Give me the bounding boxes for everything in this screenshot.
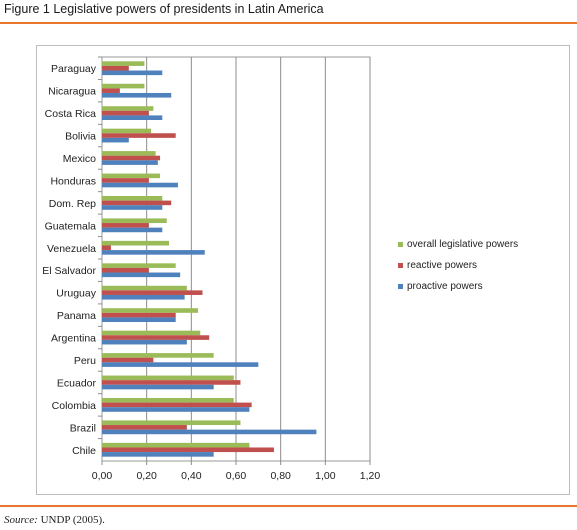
bar-chart: 0,00 0,20 0,40 0,60 0,80 1,00 1,20 Paraguay Nica…: [42, 56, 518, 482]
category-label: Costa Rica: [45, 108, 97, 120]
bar: [102, 178, 149, 183]
source-note: Source: UNDP (2005).: [4, 514, 105, 526]
bar: [102, 65, 129, 71]
bar: [102, 205, 163, 210]
bar: [102, 285, 187, 291]
bar: [102, 61, 145, 66]
bar: [102, 240, 169, 246]
category-label: Dom. Rep: [49, 198, 96, 210]
bar: [102, 151, 156, 156]
bar: [102, 447, 274, 453]
bar: [102, 397, 234, 403]
x-tick-label: 0,00: [92, 470, 113, 482]
bar: [102, 339, 187, 345]
top-rule: [0, 22, 577, 24]
x-tick-label: 1,20: [360, 470, 381, 482]
category-label: El Salvador: [42, 265, 96, 277]
bar: [102, 173, 161, 179]
legend-swatch: [398, 284, 403, 289]
bar: [102, 308, 199, 313]
category-label: Honduras: [50, 175, 96, 187]
bar: [102, 384, 214, 390]
x-tick-label: 1,00: [315, 470, 336, 482]
bar: [102, 88, 120, 93]
bar: [102, 200, 172, 206]
category-label: Panama: [57, 310, 96, 322]
figure-title: Figure 1 Legislative powers of president…: [4, 2, 324, 16]
category-label: Guatemala: [45, 220, 97, 232]
x-tick-label: 0,20: [136, 470, 157, 482]
legend-label: reactive powers: [407, 260, 477, 271]
bar: [102, 218, 167, 224]
bar: [102, 375, 234, 381]
bar: [102, 195, 163, 201]
bar: [102, 425, 187, 430]
category-label: Brazil: [70, 422, 96, 434]
bar: [102, 362, 259, 367]
bar: [102, 357, 154, 363]
x-tick-label: 0,80: [270, 470, 291, 482]
bar: [102, 353, 214, 358]
category-label: Uruguay: [56, 288, 96, 300]
category-label: Nicaragua: [48, 86, 96, 98]
category-label: Colombia: [52, 400, 97, 412]
bar: [102, 182, 178, 188]
bar: [102, 83, 145, 89]
bar: [102, 420, 241, 426]
bar: [102, 92, 172, 98]
bar: [102, 110, 149, 116]
bar: [102, 290, 203, 295]
category-label: Peru: [74, 355, 96, 367]
bar: [102, 330, 201, 336]
bar: [102, 70, 163, 76]
bar: [102, 312, 176, 318]
legend-label: proactive powers: [407, 281, 483, 292]
bar: [102, 245, 111, 251]
category-label: Bolivia: [65, 131, 96, 143]
legend-swatch: [398, 263, 403, 268]
legend-label: overall legislative powers: [407, 239, 518, 250]
bar: [102, 317, 176, 323]
bar: [102, 155, 161, 161]
bar: [102, 223, 149, 228]
bar: [102, 272, 181, 278]
bar: [102, 115, 163, 121]
bar: [102, 452, 214, 457]
bar: [102, 335, 210, 340]
bar: [102, 294, 185, 300]
bar: [102, 137, 129, 143]
bar: [102, 402, 252, 408]
bar: [102, 250, 205, 255]
bar: [102, 442, 250, 448]
category-label: Ecuador: [57, 377, 97, 389]
x-tick-label: 0,40: [181, 470, 202, 482]
source-text: UNDP (2005).: [37, 514, 105, 526]
category-label: Chile: [72, 445, 96, 457]
bar: [102, 407, 250, 412]
bar: [102, 160, 158, 165]
category-label: Venezuela: [47, 243, 96, 255]
bar: [102, 128, 152, 134]
bar: [102, 263, 176, 268]
bar: [102, 106, 154, 111]
source-label: Source:: [4, 514, 38, 526]
x-tick-label: 0,60: [226, 470, 247, 482]
category-label: Paraguay: [51, 63, 97, 75]
category-label: Mexico: [63, 153, 96, 165]
bottom-rule: [0, 505, 577, 507]
category-label: Argentina: [51, 333, 96, 345]
bar: [102, 267, 149, 273]
bar: [102, 429, 317, 435]
legend-swatch: [398, 242, 403, 247]
bar: [102, 133, 176, 138]
bar: [102, 380, 241, 385]
bar: [102, 227, 163, 233]
